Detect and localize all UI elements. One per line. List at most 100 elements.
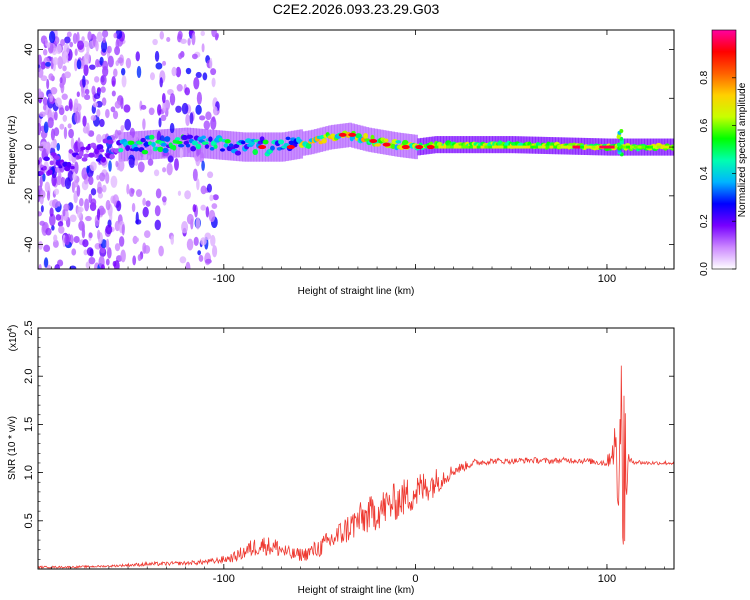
heatmap-cell bbox=[63, 126, 68, 140]
spectrogram-panel: -100 100 -40 -20 0 20 40 Height of straight li… bbox=[7, 29, 675, 297]
heatmap-cell bbox=[38, 67, 44, 79]
heatmap-cell bbox=[390, 143, 396, 149]
heatmap-cell bbox=[172, 144, 177, 151]
heatmap-cell bbox=[51, 199, 59, 209]
heatmap-cell bbox=[43, 257, 49, 268]
heatmap-cell bbox=[541, 145, 546, 149]
heatmap-cell bbox=[469, 145, 474, 149]
heatmap-cell bbox=[174, 158, 179, 171]
heatmap-cell bbox=[84, 198, 90, 212]
y-tick-label: 0.5 bbox=[23, 513, 35, 528]
heatmap-cell bbox=[135, 131, 140, 161]
heatmap-cell bbox=[179, 147, 184, 159]
heatmap-cell bbox=[223, 143, 229, 148]
heatmap-cell bbox=[177, 144, 185, 148]
heatmap-cell bbox=[157, 146, 164, 153]
heatmap-cell bbox=[101, 39, 108, 53]
heatmap-cell bbox=[270, 145, 275, 151]
heatmap-cell bbox=[141, 149, 149, 155]
heatmap-cell bbox=[211, 30, 217, 38]
heatmap-cell bbox=[637, 145, 642, 149]
heatmap-cell bbox=[57, 170, 62, 183]
heatmap-cell bbox=[88, 176, 94, 186]
heatmap-cell bbox=[170, 235, 175, 245]
y-tick-label: 1.0 bbox=[23, 465, 35, 480]
heatmap-cell bbox=[88, 232, 93, 239]
heatmap-cell bbox=[526, 145, 531, 149]
heatmap-cell bbox=[94, 76, 100, 83]
heatmap-cell bbox=[92, 102, 99, 108]
heatmap-cell bbox=[204, 144, 210, 149]
heatmap-cell bbox=[158, 245, 164, 257]
heatmap-cell bbox=[205, 206, 210, 218]
y-tick-label: 2.5 bbox=[23, 320, 35, 335]
heatmap-cell bbox=[54, 111, 58, 121]
heatmap-cell bbox=[140, 104, 147, 110]
heatmap-cell bbox=[200, 30, 205, 37]
heatmap-cell bbox=[105, 172, 110, 184]
heatmap-cell bbox=[151, 142, 156, 147]
heatmap-cell bbox=[213, 106, 218, 116]
heatmap-cell bbox=[82, 75, 86, 88]
heatmap-cell bbox=[154, 219, 161, 231]
heatmap-cell bbox=[83, 153, 90, 158]
heatmap-cell bbox=[162, 147, 169, 154]
heatmap-cell bbox=[49, 160, 54, 166]
heatmap-cell bbox=[154, 50, 160, 62]
heatmap-cell bbox=[77, 40, 85, 50]
heatmap-cell bbox=[95, 40, 99, 52]
heatmap-cell bbox=[186, 238, 194, 251]
heatmap-cell bbox=[664, 145, 669, 149]
heatmap-cell bbox=[449, 145, 454, 149]
heatmap-cell bbox=[62, 209, 66, 217]
heatmap-cell bbox=[212, 194, 219, 201]
heatmap-cell bbox=[135, 219, 142, 225]
heatmap-cell bbox=[140, 137, 146, 143]
heatmap-cell bbox=[476, 145, 481, 149]
heatmap-cell bbox=[66, 161, 72, 168]
heatmap-cell bbox=[162, 100, 167, 113]
heatmap-cell bbox=[117, 159, 125, 172]
heatmap-cell bbox=[59, 77, 63, 84]
heatmap-cell bbox=[472, 145, 477, 149]
heatmap-cell bbox=[645, 145, 650, 149]
heatmap-cell bbox=[161, 92, 166, 104]
heatmap-cell bbox=[515, 145, 520, 149]
heatmap-cell bbox=[276, 132, 281, 162]
heatmap-cell bbox=[45, 227, 52, 236]
heatmap-cell bbox=[394, 132, 398, 157]
heatmap-cell bbox=[195, 217, 201, 230]
heatmap-cell bbox=[46, 42, 51, 49]
heatmap-cell bbox=[137, 254, 142, 262]
heatmap-cell bbox=[181, 220, 189, 234]
heatmap-cell bbox=[503, 145, 508, 149]
heatmap-cell bbox=[109, 210, 113, 223]
heatmap-cell bbox=[54, 264, 61, 269]
heatmap-cell bbox=[208, 209, 216, 223]
heatmap-cell bbox=[209, 194, 214, 202]
heatmap-cell bbox=[38, 88, 42, 100]
heatmap-cell bbox=[39, 111, 46, 118]
heatmap-cell bbox=[401, 145, 410, 150]
x-tick-label: 100 bbox=[598, 273, 616, 285]
heatmap-cell bbox=[185, 261, 191, 269]
heatmap-cell bbox=[117, 57, 124, 64]
heatmap-cell bbox=[240, 140, 246, 145]
heatmap-cell bbox=[82, 40, 89, 48]
heatmap-cell bbox=[383, 138, 389, 143]
heatmap-cell bbox=[348, 132, 357, 137]
heatmap-cell bbox=[39, 175, 43, 188]
heatmap-cell bbox=[87, 31, 92, 41]
heatmap-cell bbox=[117, 130, 122, 136]
heatmap-cell bbox=[112, 110, 119, 120]
heatmap-cell bbox=[142, 206, 149, 218]
heatmap-cell bbox=[262, 139, 269, 145]
heatmap-cell bbox=[110, 175, 118, 188]
heatmap-cell bbox=[228, 143, 234, 148]
heatmap-cell bbox=[96, 87, 101, 93]
heatmap-cell bbox=[51, 225, 55, 231]
heatmap-cell bbox=[155, 129, 160, 159]
heatmap-cell bbox=[114, 243, 121, 252]
heatmap-cell bbox=[86, 122, 90, 135]
heatmap-cell bbox=[68, 128, 74, 139]
